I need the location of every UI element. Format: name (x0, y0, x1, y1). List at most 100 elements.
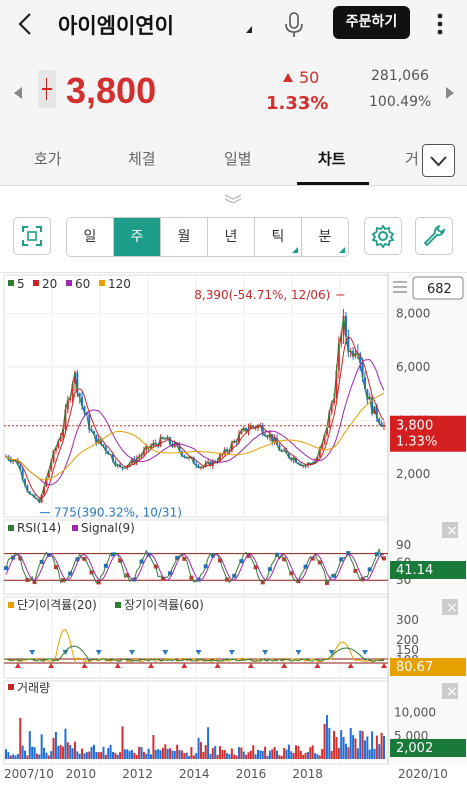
sell-arrow-marker (162, 650, 169, 655)
volume-bar (295, 745, 298, 759)
volume-bar (159, 750, 162, 759)
volume-bar (266, 755, 269, 759)
candle-body (152, 443, 155, 446)
volume-bar (154, 749, 157, 759)
candle-body (43, 486, 46, 495)
volume-bar (78, 753, 81, 759)
period-button-4[interactable]: 틱 (255, 218, 302, 256)
volume-bar (119, 752, 122, 759)
candle-body (290, 457, 293, 461)
volume-bar (273, 747, 276, 759)
microphone-icon[interactable] (280, 10, 308, 40)
indicator-tools-button[interactable] (415, 217, 453, 255)
stock-chart[interactable]: 8,0006,0004,0002,000520601208,390(-54.71… (0, 274, 467, 785)
volume-bar (218, 746, 221, 759)
volume-bar (330, 750, 333, 759)
legend-swatch (33, 280, 39, 286)
volume-bar (35, 753, 38, 759)
period-button-2[interactable]: 월 (161, 218, 208, 256)
tab-daily[interactable]: 일별 (224, 150, 252, 168)
volume-bar (69, 745, 72, 759)
volume-bar (38, 754, 41, 759)
candle-body (40, 494, 43, 503)
candle-body (102, 444, 105, 447)
stock-name[interactable]: 아이엠이연이 (58, 14, 174, 38)
candle-body (180, 451, 183, 456)
previous-stock-icon[interactable] (14, 87, 22, 99)
volume-bar (328, 727, 331, 759)
period-button-1[interactable]: 주 (114, 218, 161, 256)
current-price-tag-value: 3,800 (396, 419, 433, 434)
long-disparity-line (5, 645, 385, 662)
candle-body (378, 418, 381, 424)
candle-body (218, 454, 221, 462)
order-button[interactable]: 주문하기 (333, 6, 410, 39)
tab-expand-button[interactable] (422, 144, 455, 177)
period-button-5[interactable]: 분 (302, 218, 348, 256)
candle-body (214, 460, 217, 463)
quote-header: 3,800 50 1.33% 281,066 100.49% (0, 50, 467, 130)
volume-bar (354, 738, 357, 759)
legend-label: 60 (75, 277, 90, 291)
next-stock-icon[interactable] (446, 87, 454, 99)
expand-icon (22, 226, 42, 246)
period-button-0[interactable]: 일 (67, 218, 114, 256)
volume-bar (233, 754, 236, 759)
sheet-collapse-handle-icon[interactable] (221, 190, 245, 204)
volume-bar (145, 753, 148, 759)
submenu-corner-icon (292, 247, 298, 253)
volume-bar (335, 736, 338, 759)
volume-bar (259, 750, 262, 759)
candle-body (57, 441, 60, 448)
candle-body (316, 456, 319, 462)
fullscreen-button[interactable] (13, 217, 51, 255)
volume-bar (318, 755, 321, 759)
tab-trades[interactable]: 체결 (128, 150, 156, 168)
volume-bar (352, 735, 355, 759)
volume-bar (375, 735, 378, 759)
candle-body (38, 499, 41, 503)
disparity-axis-tick: 200 (396, 633, 419, 647)
volume-bar (33, 747, 36, 759)
volume-bar (337, 747, 340, 759)
moving-average-60 (5, 359, 385, 486)
candle-body (333, 398, 336, 404)
volume-bar (287, 744, 290, 759)
period-button-3[interactable]: 년 (208, 218, 255, 256)
sell-arrow-marker (295, 650, 302, 655)
volume-bar (209, 753, 212, 759)
price-axis-tick: 6,000 (396, 360, 430, 374)
candle-body (261, 425, 264, 434)
sell-arrow-marker (95, 650, 102, 655)
candle-body (237, 434, 240, 443)
volume-bar (323, 723, 326, 759)
volume-bar (104, 754, 107, 759)
volume-bar (85, 752, 88, 759)
bar-count-box (412, 276, 464, 300)
x-axis-tick: 2010 (66, 767, 97, 781)
volume-bar (50, 751, 53, 759)
volume-bar (90, 746, 93, 759)
candle-body (24, 479, 27, 486)
candle-body (90, 429, 93, 432)
candle-body (285, 450, 288, 454)
buy-arrow-marker (281, 663, 288, 668)
volume-bar (230, 748, 233, 759)
legend-swatch (115, 602, 121, 608)
volume-bar (268, 750, 271, 759)
stock-select-caret-icon[interactable] (246, 26, 252, 33)
candle-body (325, 427, 328, 435)
back-icon[interactable] (12, 8, 42, 40)
more-menu-icon[interactable] (430, 10, 450, 38)
tab-hoga[interactable]: 호가 (34, 150, 62, 168)
price-axis-tick: 2,000 (396, 467, 430, 481)
volume-bar (14, 755, 17, 759)
candle-body (64, 409, 67, 429)
chart-settings-button[interactable] (364, 217, 402, 255)
tab-chart[interactable]: 차트 (318, 150, 346, 168)
tab-more-cut[interactable]: 거 (405, 150, 419, 168)
candle-body (178, 445, 181, 452)
candle-body (12, 460, 15, 462)
x-axis-tick: 2020/10 (398, 767, 448, 781)
